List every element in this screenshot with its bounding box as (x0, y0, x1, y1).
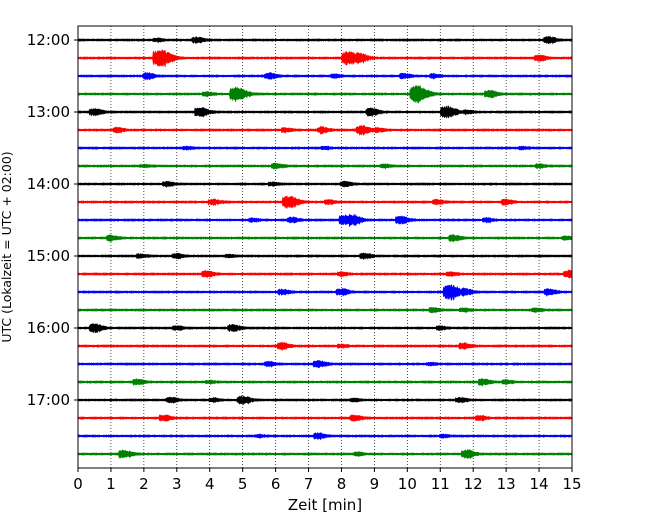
y-tick-label: 12:00 (27, 31, 70, 49)
x-tick-label: 10 (398, 475, 417, 493)
x-tick-label: 8 (337, 475, 347, 493)
x-tick-label: 5 (238, 475, 248, 493)
y-tick-label: 17:00 (27, 391, 70, 409)
y-tick-label: 16:00 (27, 319, 70, 337)
x-tick-label: 4 (205, 475, 215, 493)
x-tick-label: 1 (106, 475, 116, 493)
plot-frame (77, 25, 573, 469)
y-tick-label: 15:00 (27, 247, 70, 265)
y-tick-label: 14:00 (27, 175, 70, 193)
x-tick-label: 14 (530, 475, 549, 493)
x-tick-label: 11 (431, 475, 450, 493)
x-tick-label: 9 (370, 475, 380, 493)
y-tick-label: 13:00 (27, 103, 70, 121)
x-tick-label: 6 (271, 475, 281, 493)
x-tick-label: 15 (562, 475, 581, 493)
y-axis-ticks: 12:00 13:00 14:00 15:00 16:00 17:00 (27, 31, 78, 409)
x-axis-label: Zeit [min] (288, 496, 362, 514)
x-tick-label: 13 (497, 475, 516, 493)
x-tick-label: 2 (139, 475, 149, 493)
x-axis-ticks: 0 1 2 3 4 5 6 7 8 9 10 11 12 13 14 15 (73, 468, 582, 493)
y-axis-label: UTC (Lokalzeit = UTC + 02:00) (0, 151, 14, 342)
x-tick-label: 12 (464, 475, 483, 493)
x-tick-label: 3 (172, 475, 182, 493)
x-tick-label: 7 (304, 475, 314, 493)
x-tick-label: 0 (73, 475, 83, 493)
